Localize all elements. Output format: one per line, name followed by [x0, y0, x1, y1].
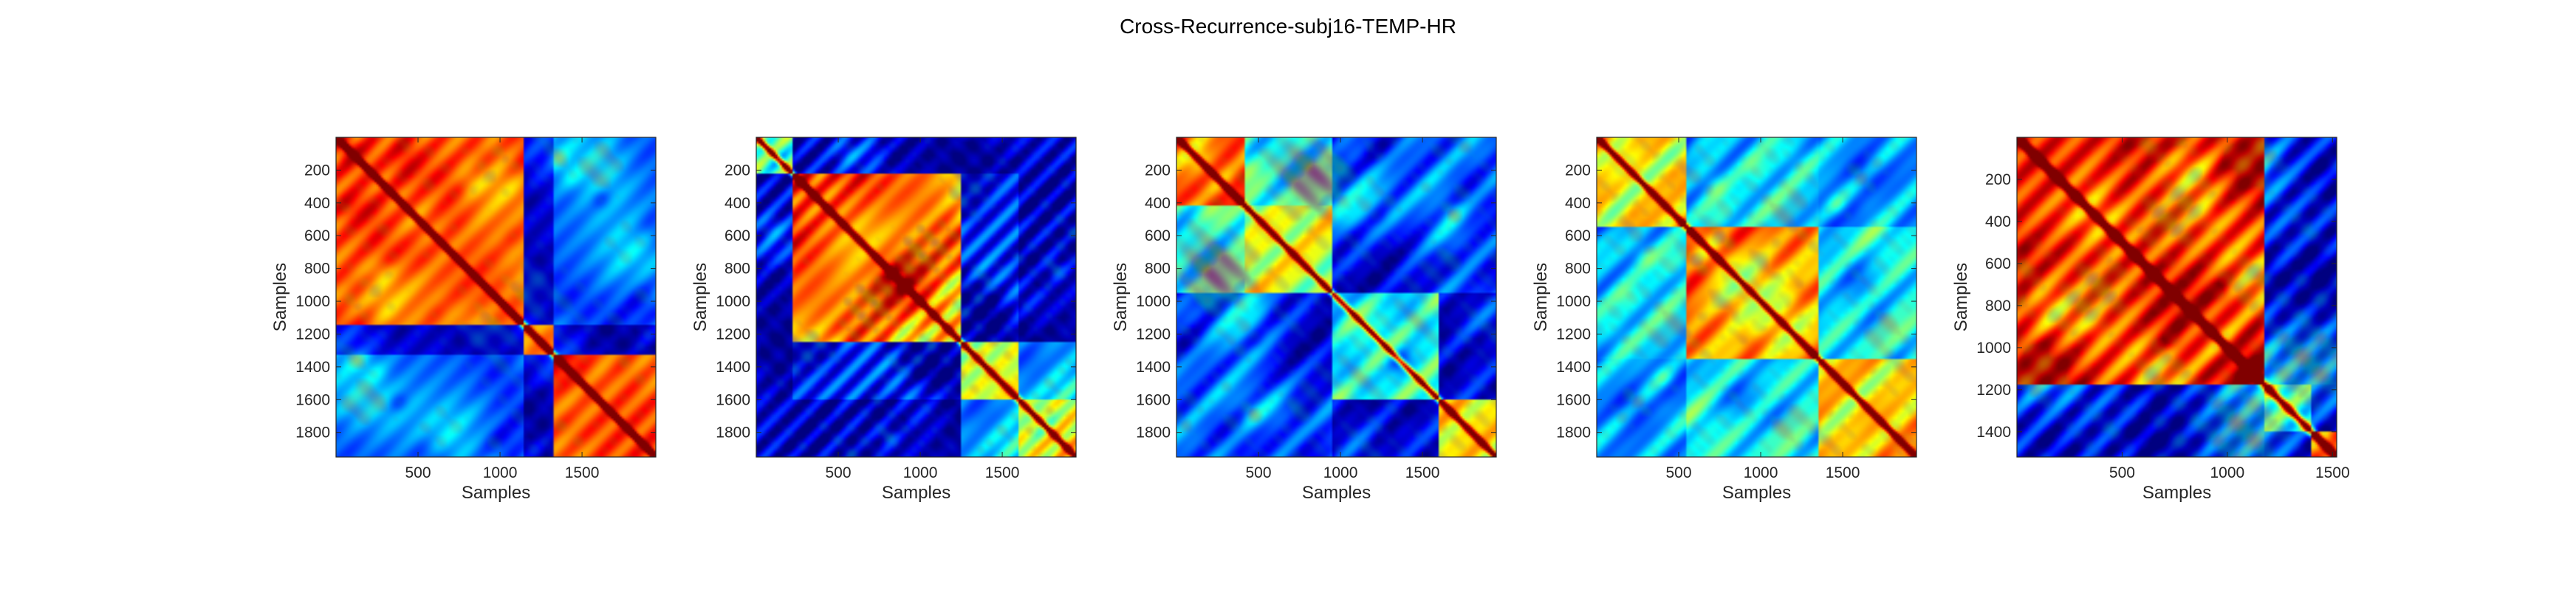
y-tick-label: 1800: [295, 425, 330, 442]
y-tick-label: 400: [1985, 213, 2011, 230]
y-tick-label: 1600: [716, 391, 750, 408]
x-tick-label: 1000: [1323, 464, 1358, 481]
plot-frame: [2016, 137, 2337, 458]
y-axis-label: Samples: [1951, 263, 1971, 331]
y-axis-label: Samples: [691, 263, 710, 331]
heatmap-panel-5: 500 1000 1500 200 400 600 800 1000 1200 1400 Sampl…: [1951, 137, 2350, 503]
y-tick-label: 600: [724, 227, 750, 244]
x-axis-label: Samples: [1722, 483, 1791, 503]
y-tick-label: 1400: [716, 359, 750, 376]
y-tick-label: 200: [1565, 162, 1591, 179]
y-tick-label: 600: [1145, 227, 1171, 244]
heatmap-panel-1: 500 1000 1500 200 400 600 800 1000 1200 1400 1600 1…: [270, 137, 657, 503]
y-tick-label: 400: [724, 195, 750, 212]
y-tick-label: 400: [304, 195, 330, 212]
y-tick-label: 1600: [1556, 391, 1591, 408]
y-tick-label: 200: [1985, 171, 2011, 188]
y-tick-label: 1800: [1556, 425, 1591, 442]
y-tick-label: 800: [1145, 261, 1171, 278]
x-tick-label: 1500: [1405, 464, 1440, 481]
x-axis-label: Samples: [882, 483, 950, 503]
x-tick-label: 1000: [1744, 464, 1778, 481]
y-tick-label: 1200: [295, 326, 330, 343]
y-axis-label: Samples: [270, 263, 290, 331]
plot-frame: [335, 137, 657, 458]
x-tick-label: 500: [2109, 464, 2135, 481]
y-axis-label: Samples: [1111, 263, 1131, 331]
y-tick-label: 1600: [295, 391, 330, 408]
plot-frame: [1596, 137, 1917, 458]
heatmap-image: [336, 137, 656, 457]
heatmap-panel-4: 500 1000 1500 200 400 600 800 1000 1200 1400 1600 1…: [1531, 137, 1917, 503]
heatmap-panel-2: 500 1000 1500 200 400 600 800 1000 1200 1400 1600 1…: [691, 137, 1077, 503]
y-tick-label: 1400: [1976, 424, 2011, 441]
y-tick-label: 400: [1145, 195, 1171, 212]
y-tick-label: 1800: [1136, 425, 1171, 442]
x-tick-label: 1000: [903, 464, 938, 481]
y-tick-label: 200: [724, 162, 750, 179]
y-tick-label: 1000: [716, 293, 750, 310]
y-tick-label: 1000: [1556, 293, 1591, 310]
y-tick-label: 600: [1985, 255, 2011, 272]
figure-title: Cross-Recurrence-subj16-TEMP-HR: [1120, 15, 1456, 38]
y-tick-label: 1800: [716, 425, 750, 442]
x-tick-label: 500: [826, 464, 852, 481]
y-tick-label: 800: [724, 261, 750, 278]
y-tick-label: 1200: [716, 326, 750, 343]
x-tick-label: 500: [1246, 464, 1272, 481]
x-tick-label: 1000: [2210, 464, 2245, 481]
y-axis-label: Samples: [1531, 263, 1551, 331]
y-tick-label: 1000: [295, 293, 330, 310]
x-tick-label: 1000: [483, 464, 518, 481]
x-tick-label: 1500: [565, 464, 600, 481]
y-tick-label: 1000: [1136, 293, 1171, 310]
x-tick-label: 500: [405, 464, 431, 481]
y-tick-label: 600: [304, 227, 330, 244]
plot-frame: [756, 137, 1077, 458]
y-tick-label: 1600: [1136, 391, 1171, 408]
heatmap-panels: 500 1000 1500 200 400 600 800 1000 1200 1400 1600 1…: [270, 137, 2350, 503]
y-tick-label: 200: [1145, 162, 1171, 179]
y-tick-label: 1400: [1136, 359, 1171, 376]
y-tick-label: 400: [1565, 195, 1591, 212]
y-tick-label: 1000: [1976, 340, 2011, 357]
heatmap-image: [2017, 137, 2337, 457]
x-tick-label: 1500: [2315, 464, 2350, 481]
y-tick-label: 200: [304, 162, 330, 179]
x-axis-label: Samples: [1302, 483, 1371, 503]
y-tick-label: 800: [304, 261, 330, 278]
y-tick-label: 1200: [1136, 326, 1171, 343]
x-tick-label: 500: [1666, 464, 1692, 481]
y-tick-label: 1400: [1556, 359, 1591, 376]
y-tick-label: 800: [1565, 261, 1591, 278]
heatmap-panel-3: 500 1000 1500 200 400 600 800 1000 1200 1400 1600 1…: [1111, 137, 1497, 503]
y-tick-label: 1400: [295, 359, 330, 376]
heatmap-image: [1597, 137, 1916, 457]
heatmap-image: [1176, 137, 1496, 457]
y-tick-label: 600: [1565, 227, 1591, 244]
x-tick-label: 1500: [985, 464, 1020, 481]
x-axis-label: Samples: [462, 483, 530, 503]
x-tick-label: 1500: [1826, 464, 1860, 481]
y-tick-label: 1200: [1556, 326, 1591, 343]
y-tick-label: 800: [1985, 298, 2011, 315]
plot-frame: [1176, 137, 1497, 458]
y-tick-label: 1200: [1976, 382, 2011, 399]
heatmap-image: [756, 137, 1076, 457]
x-axis-label: Samples: [2142, 483, 2211, 503]
